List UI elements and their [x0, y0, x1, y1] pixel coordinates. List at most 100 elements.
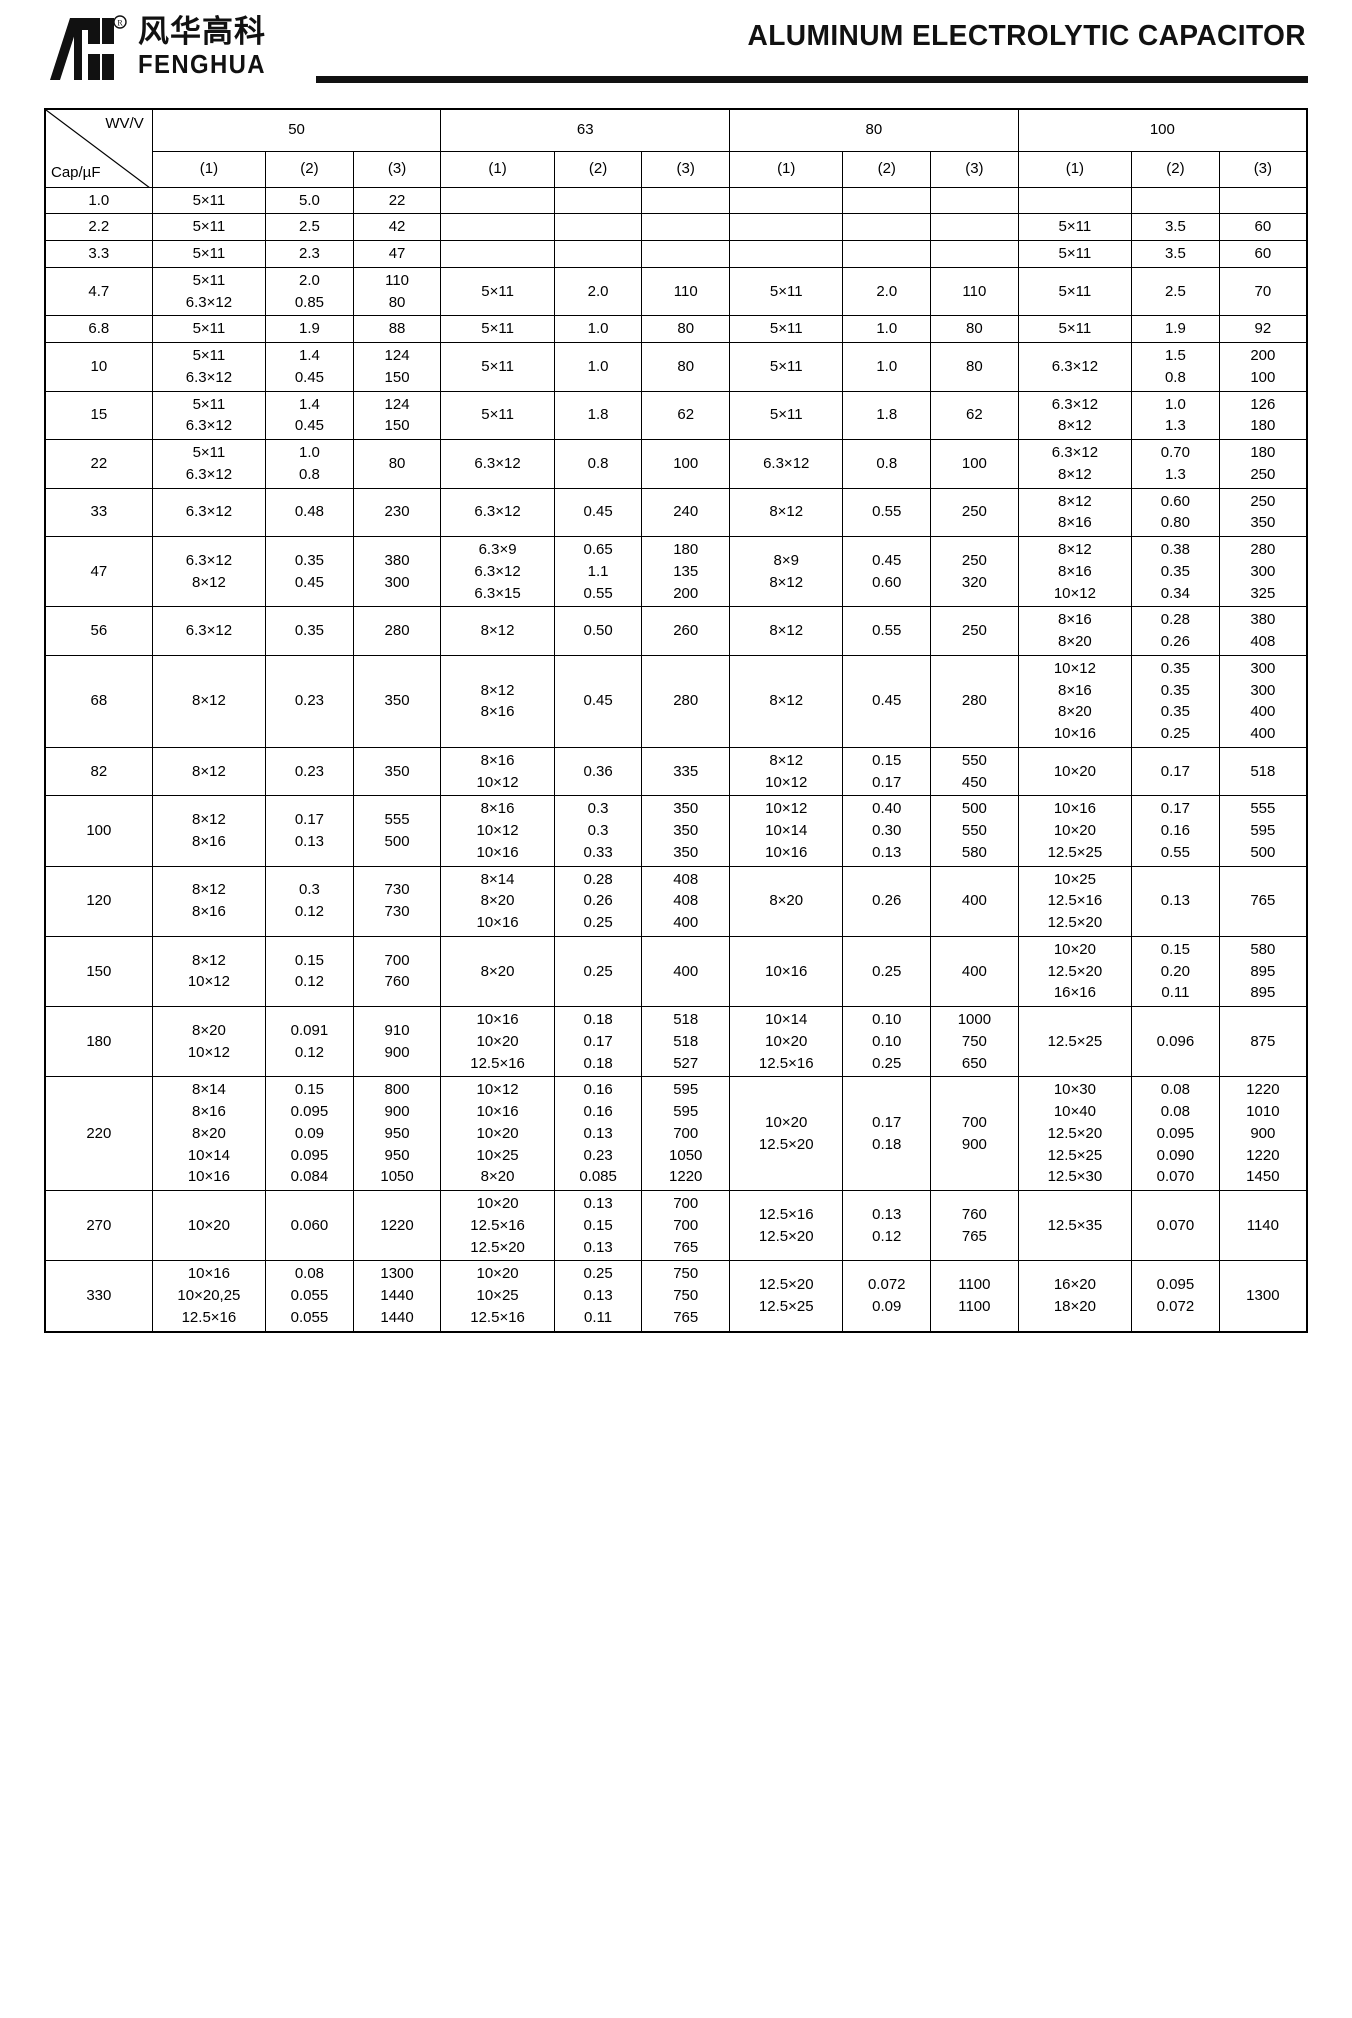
cell-50-1: 8×12 — [151, 746, 267, 797]
subheader-100-3: (3) — [1218, 150, 1308, 188]
cell-100-2: 0.35 0.35 0.35 0.25 — [1131, 654, 1220, 748]
cell-50-3: 910 900 — [352, 1005, 442, 1078]
cell-100-3: 765 — [1218, 865, 1308, 937]
cap-value: 68 — [44, 654, 153, 748]
cell-100-2: 0.095 0.072 — [1131, 1260, 1220, 1332]
cell-100-1 — [1017, 186, 1133, 215]
cell-63-2 — [553, 213, 643, 241]
cap-value: 330 — [44, 1260, 153, 1332]
cell-50-1: 6.3×12 — [151, 606, 267, 656]
cell-63-2: 0.25 — [553, 935, 643, 1008]
cell-63-2: 0.3 0.3 0.33 — [553, 795, 643, 867]
cell-63-1: 6.3×9 6.3×12 6.3×15 — [440, 535, 555, 608]
cell-80-3: 760 765 — [930, 1189, 1019, 1262]
cell-80-3 — [930, 213, 1019, 241]
cell-100-3: 92 — [1218, 315, 1308, 343]
cell-50-3: 42 — [352, 213, 442, 241]
cell-100-3: 126 180 — [1218, 390, 1308, 440]
table-row: 150 8×12 10×12 0.15 0.12 700 760 8×20 0.25 400 10×… — [44, 935, 1308, 1008]
cell-100-3: 875 — [1218, 1005, 1308, 1078]
cell-100-2: 1.0 1.3 — [1131, 390, 1220, 440]
cell-63-1: 10×20 12.5×16 12.5×20 — [440, 1189, 555, 1262]
cell-80-1: 12.5×16 12.5×20 — [729, 1189, 844, 1262]
table-row: 220 8×14 8×16 8×20 10×14 10×16 0.15 0.095 0.09 0.… — [44, 1076, 1308, 1191]
cap-value: 1.0 — [44, 186, 153, 215]
cell-80-2: 0.55 — [842, 487, 932, 537]
cell-50-2: 5.0 — [265, 186, 354, 215]
cell-63-3: 80 — [641, 315, 731, 343]
cell-80-3: 400 — [930, 865, 1019, 937]
cap-value: 82 — [44, 746, 153, 797]
table-body: 1.0 5×11 5.0 22 2.2 5×11 2.5 42 5×11 3.5 60 3.3 5×11… — [44, 186, 1308, 1332]
cap-value: 180 — [44, 1005, 153, 1078]
cell-63-2: 0.45 — [553, 487, 643, 537]
cell-50-1: 8×12 — [151, 654, 267, 748]
cell-50-3: 1300 1440 1440 — [352, 1260, 442, 1332]
cell-50-1: 8×14 8×16 8×20 10×14 10×16 — [151, 1076, 267, 1191]
cell-100-3: 555 595 500 — [1218, 795, 1308, 867]
cell-50-1: 5×11 6.3×12 — [151, 390, 267, 440]
cell-63-2: 0.65 1.1 0.55 — [553, 535, 643, 608]
corner-col-label: WV/V — [105, 115, 144, 132]
cell-100-2: 0.070 — [1131, 1189, 1220, 1262]
subheader-80-1: (1) — [729, 150, 844, 188]
cell-63-2: 0.36 — [553, 746, 643, 797]
cap-value: 2.2 — [44, 213, 153, 241]
company-name-en: FENGHUA — [138, 48, 266, 79]
cell-100-1: 8×12 8×16 10×12 — [1017, 535, 1133, 608]
cell-80-1: 10×16 — [729, 935, 844, 1008]
cell-80-3: 80 — [930, 315, 1019, 343]
cell-80-3: 250 320 — [930, 535, 1019, 608]
cell-63-1: 8×12 — [440, 606, 555, 656]
cell-63-2: 2.0 — [553, 266, 643, 317]
cell-80-1: 12.5×20 12.5×25 — [729, 1260, 844, 1332]
cell-100-2: 0.15 0.20 0.11 — [1131, 935, 1220, 1008]
cell-50-2: 0.48 — [265, 487, 354, 537]
cell-63-1 — [440, 213, 555, 241]
cell-63-1: 5×11 — [440, 315, 555, 343]
cell-63-1: 10×12 10×16 10×20 10×25 8×20 — [440, 1076, 555, 1191]
cell-100-2: 0.28 0.26 — [1131, 606, 1220, 656]
cell-80-1: 5×11 — [729, 390, 844, 440]
cell-80-2: 1.8 — [842, 390, 932, 440]
cell-50-1: 10×20 — [151, 1189, 267, 1262]
header-row-subcolumns: (1) (2) (3) (1) (2) (3) (1) (2) (3) (1) … — [45, 150, 1308, 188]
table-row: 22 5×11 6.3×12 1.0 0.8 80 6.3×12 0.8 100 6.3×12 0.… — [44, 439, 1308, 489]
subheader-63-2: (2) — [553, 150, 643, 188]
cell-100-3 — [1218, 186, 1308, 215]
cell-80-2: 0.17 0.18 — [842, 1076, 932, 1191]
cell-50-3: 800 900 950 950 1050 — [352, 1076, 442, 1191]
cell-80-1: 5×11 — [729, 315, 844, 343]
table-row: 1.0 5×11 5.0 22 — [44, 186, 1308, 215]
cell-100-2 — [1131, 186, 1220, 215]
cell-80-3: 400 — [930, 935, 1019, 1008]
cell-50-1: 8×20 10×12 — [151, 1005, 267, 1078]
cell-63-1: 8×20 — [440, 935, 555, 1008]
cap-value: 220 — [44, 1076, 153, 1191]
cell-100-2: 0.38 0.35 0.34 — [1131, 535, 1220, 608]
cell-80-1: 8×12 — [729, 487, 844, 537]
cell-50-1: 5×11 6.3×12 — [151, 439, 267, 489]
cell-100-2: 0.08 0.08 0.095 0.090 0.070 — [1131, 1076, 1220, 1191]
cell-100-3: 300 300 400 400 — [1218, 654, 1308, 748]
cell-80-3: 110 — [930, 266, 1019, 317]
cell-100-2: 0.17 0.16 0.55 — [1131, 795, 1220, 867]
cell-80-3: 1100 1100 — [930, 1260, 1019, 1332]
table-row: 10 5×11 6.3×12 1.4 0.45 124 150 5×11 1.0 80 5×11 1.… — [44, 342, 1308, 392]
table-row: 33 6.3×12 0.48 230 6.3×12 0.45 240 8×12 0.55 250 8… — [44, 487, 1308, 537]
cell-50-1: 8×12 8×16 — [151, 865, 267, 937]
cell-80-2: 0.55 — [842, 606, 932, 656]
cell-50-3: 80 — [352, 439, 442, 489]
subheader-50-3: (3) — [352, 150, 442, 188]
cell-100-2: 2.5 — [1131, 266, 1220, 317]
cap-value: 22 — [44, 439, 153, 489]
cell-50-2: 2.0 0.85 — [265, 266, 354, 317]
company-name: 风华高科 FENGHUA — [138, 14, 277, 78]
cell-80-3: 700 900 — [930, 1076, 1019, 1191]
cell-50-2: 1.4 0.45 — [265, 342, 354, 392]
cell-50-3: 110 80 — [352, 266, 442, 317]
cell-50-2: 0.23 — [265, 654, 354, 748]
cell-50-1: 6.3×12 — [151, 487, 267, 537]
cell-50-1: 5×11 — [151, 315, 267, 343]
table-row: 82 8×12 0.23 350 8×16 10×12 0.36 335 8×12 10×12 0.… — [44, 746, 1308, 797]
